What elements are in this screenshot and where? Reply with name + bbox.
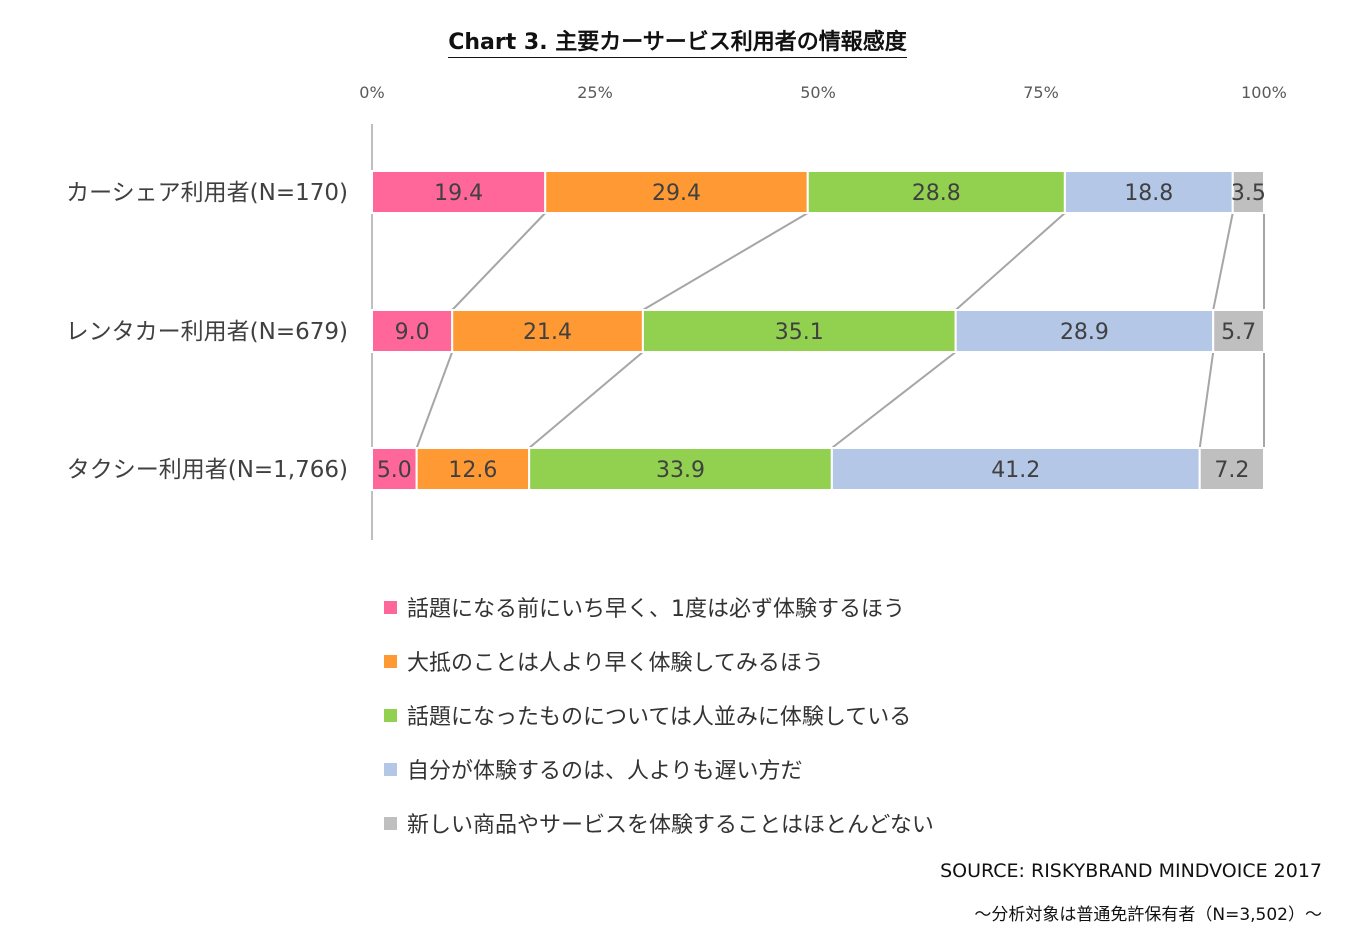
bar-segment (1063, 170, 1234, 214)
bar-segment (830, 447, 1201, 491)
data-label: 29.4 (652, 181, 701, 206)
chart-title: Chart 3. 主要カーサービス利用者の情報感度 (0, 24, 1355, 58)
x-tick-label: 50% (800, 83, 836, 102)
legend-item: 自分が体験するのは、人よりも遅い方だ (384, 742, 934, 796)
series-line (1198, 351, 1215, 449)
x-tick-label: 75% (1023, 83, 1059, 102)
legend-item: 話題になる前にいち早く、1度は必ず体験するほう (384, 580, 934, 634)
stacked-bar-chart: 0% 25% 50% 75% 100% カーシェア利用者(N=170) 19.4 29.4 28… (66, 83, 1287, 540)
category-label: カーシェア利用者(N=170) (66, 180, 348, 206)
series-line (415, 351, 454, 449)
data-label: 41.2 (991, 458, 1040, 483)
legend-swatch (384, 762, 397, 776)
legend-swatch (384, 654, 397, 668)
legend-label: 大抵のことは人より早く体験してみるほう (407, 651, 824, 676)
data-label: 3.5 (1231, 181, 1266, 206)
source-note: SOURCE: RISKYBRAND MINDVOICE 2017 (940, 860, 1322, 882)
legend-label: 話題になったものについては人並みに体験している (407, 705, 912, 730)
legend-label: 話題になる前にいち早く、1度は必ず体験するほう (407, 597, 905, 622)
series-line (451, 212, 546, 311)
data-label: 28.9 (1060, 320, 1109, 345)
bar-segment (415, 447, 531, 491)
bar-segment (641, 309, 957, 353)
legend-item: 話題になったものについては人並みに体験している (384, 688, 934, 742)
bar-segment (371, 170, 547, 214)
legend-swatch (384, 600, 397, 614)
series-line (528, 351, 644, 449)
legend-label: 新しい商品やサービスを体験することはほとんどない (407, 813, 934, 838)
data-label: 33.9 (656, 458, 705, 483)
base-note: ～分析対象は普通免許保有者（N=3,502）～ (974, 905, 1322, 925)
category-label: レンタカー利用者(N=679) (66, 319, 348, 345)
bar-segment (1212, 309, 1265, 353)
legend-swatch (384, 708, 397, 722)
data-label: 5.7 (1221, 320, 1256, 345)
data-label: 9.0 (395, 320, 430, 345)
bar-segment (371, 447, 418, 491)
data-label: 19.4 (434, 181, 483, 206)
x-tick-label: 100% (1241, 83, 1287, 102)
data-label: 21.4 (523, 320, 572, 345)
bar-segment (528, 447, 833, 491)
bar-segment (954, 309, 1215, 353)
data-label: 12.6 (448, 458, 497, 483)
data-label: 28.8 (912, 181, 961, 206)
legend-label: 自分が体験するのは、人よりも遅い方だ (407, 759, 803, 784)
series-line (831, 351, 957, 449)
legend-swatch (384, 816, 397, 830)
legend: 話題になる前にいち早く、1度は必ず体験するほう 大抵のことは人より早く体験してみる… (384, 580, 934, 850)
bar-segment (1198, 447, 1265, 491)
series-line (642, 212, 809, 311)
bar-segment (451, 309, 644, 353)
x-tick-label: 25% (577, 83, 613, 102)
legend-item: 新しい商品やサービスを体験することはほとんどない (384, 796, 934, 850)
legend-item: 大抵のことは人より早く体験してみるほう (384, 634, 934, 688)
series-line (955, 212, 1066, 311)
bar-segment (1231, 170, 1266, 214)
category-label: タクシー利用者(N=1,766) (67, 457, 348, 483)
data-label: 5.0 (377, 458, 412, 483)
series-line (1212, 212, 1234, 311)
x-tick-label: 0% (359, 83, 384, 102)
data-label: 18.8 (1124, 181, 1173, 206)
bar-segment (371, 309, 454, 353)
chart-title-text: Chart 3. 主要カーサービス利用者の情報感度 (448, 30, 907, 58)
data-label: 7.2 (1214, 458, 1249, 483)
data-label: 35.1 (775, 320, 824, 345)
